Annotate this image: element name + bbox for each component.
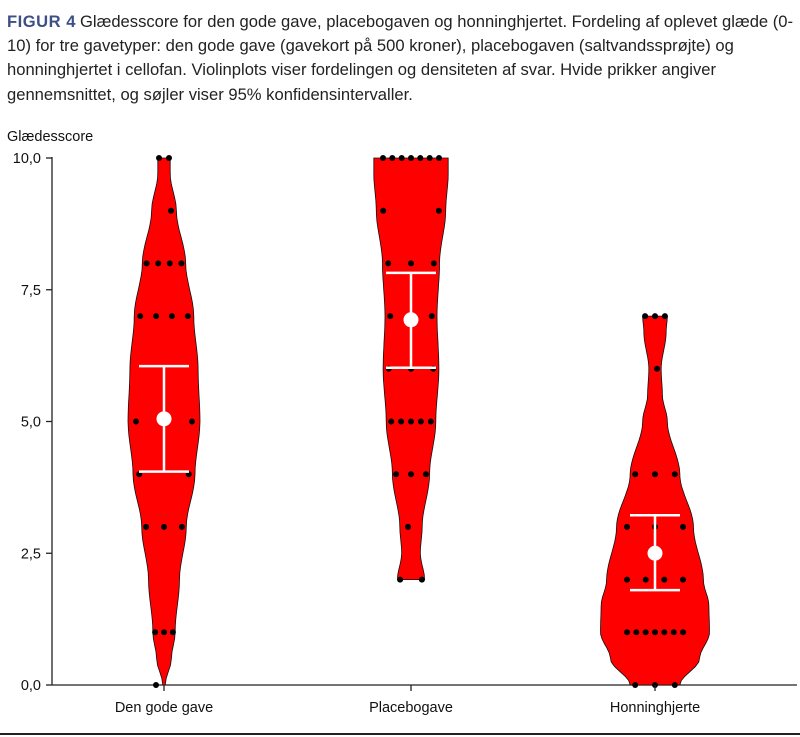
data-point [436, 155, 442, 161]
data-point [385, 260, 392, 267]
data-point [169, 629, 176, 636]
data-point [184, 313, 191, 320]
data-point [178, 260, 185, 267]
data-point [652, 629, 658, 636]
data-point [671, 682, 678, 688]
data-point [153, 313, 160, 320]
data-point [652, 313, 658, 320]
data-point [680, 523, 686, 530]
data-point [422, 471, 429, 478]
data-point [652, 471, 658, 478]
data-point [417, 418, 424, 425]
figure-caption: FIGUR 4 Glædesscore for den gode gave, pl… [7, 10, 795, 107]
data-point [166, 260, 173, 267]
data-point [661, 313, 668, 320]
x-tick-label: Honninghjerte [610, 700, 700, 716]
data-point [152, 629, 159, 636]
data-point [680, 629, 686, 636]
data-point [168, 207, 174, 214]
data-point [408, 155, 414, 161]
data-point [661, 576, 668, 583]
mean-point [156, 411, 172, 427]
data-point [418, 576, 425, 583]
data-point [380, 155, 386, 161]
y-tick-label: 0,0 [21, 678, 41, 694]
data-point [624, 629, 630, 636]
x-axis: Den gode gave Placebogave Honninghjerte [115, 685, 700, 716]
data-point [388, 418, 395, 425]
data-point [417, 155, 424, 161]
figure-caption-text: Glædesscore for den gode gave, placeboga… [7, 12, 794, 104]
data-point [398, 155, 405, 161]
violin-group [600, 313, 710, 688]
y-tick-label: 10,0 [13, 151, 41, 167]
data-point [189, 418, 195, 425]
data-point [405, 523, 411, 530]
data-point [166, 155, 172, 161]
mean-point [403, 312, 419, 328]
data-point [408, 260, 414, 267]
data-point [624, 523, 630, 530]
data-point [143, 260, 150, 267]
data-point [642, 576, 649, 583]
data-point [393, 471, 400, 478]
data-point [671, 471, 678, 478]
violins [127, 155, 710, 688]
bottom-rule [0, 733, 800, 735]
data-point [153, 682, 159, 688]
data-point [426, 155, 433, 161]
data-point [156, 155, 162, 161]
violin-group [127, 155, 201, 688]
violin-group [373, 155, 449, 583]
data-point [632, 471, 639, 478]
data-point [642, 629, 649, 636]
data-point [389, 155, 396, 161]
data-point [387, 313, 394, 320]
figure-label: FIGUR 4 [7, 12, 76, 31]
data-point [435, 207, 442, 214]
data-point [397, 576, 404, 583]
data-point [408, 418, 414, 425]
data-point [161, 523, 167, 530]
data-point [143, 523, 150, 530]
data-point [161, 629, 167, 636]
data-point [430, 260, 437, 267]
data-point [137, 313, 144, 320]
x-tick-label: Den gode gave [115, 700, 213, 716]
y-tick-label: 7,5 [21, 283, 41, 299]
y-axis: 0,0 2,5 5,0 7,5 10,0 [13, 151, 52, 694]
data-point [428, 313, 435, 320]
data-point [654, 365, 660, 372]
data-point [427, 418, 434, 425]
y-tick-label: 2,5 [21, 546, 41, 562]
data-point [133, 418, 139, 425]
data-point [178, 523, 185, 530]
data-point [408, 471, 414, 478]
x-tick-label: Placebogave [369, 700, 453, 716]
data-point [380, 207, 387, 214]
data-point [670, 629, 677, 636]
data-point [624, 576, 630, 583]
mean-point [647, 545, 663, 561]
data-point [680, 576, 686, 583]
data-point [642, 313, 649, 320]
y-axis-label: Glædesscore [7, 129, 93, 145]
data-point [155, 260, 162, 267]
y-tick-label: 5,0 [21, 415, 41, 431]
data-point [633, 629, 640, 636]
data-point [168, 313, 175, 320]
data-point [398, 418, 405, 425]
data-point [661, 629, 668, 636]
data-point [632, 682, 639, 688]
